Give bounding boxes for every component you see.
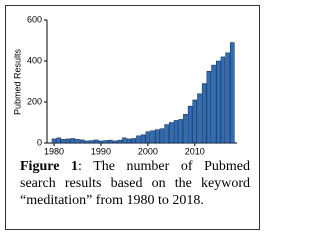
figure-border	[5, 5, 260, 230]
y-tick-label: 600	[27, 14, 42, 24]
bar	[211, 64, 216, 144]
bar	[173, 120, 179, 144]
bar	[126, 138, 132, 144]
bar	[61, 139, 66, 144]
x-tick-label: 1980	[44, 146, 64, 156]
bar	[65, 138, 71, 144]
bar	[230, 42, 235, 144]
x-tick-label: 2010	[185, 146, 205, 156]
bar	[103, 140, 108, 144]
y-tick-label: 0	[37, 137, 42, 147]
chart: Pubmed Results 0 200 400 600 1980 1990 2000 201…	[12, 14, 237, 156]
bar	[84, 140, 90, 144]
caption-line: search results based on the keyword	[20, 176, 250, 191]
x-tick-label: 2000	[138, 146, 158, 156]
caption-line: Figure 1: The number of Pubmed	[20, 158, 250, 175]
caption-label: Figure 1	[20, 159, 78, 174]
bar	[178, 119, 183, 144]
bar	[108, 139, 113, 144]
bar	[206, 71, 212, 144]
bar	[89, 140, 94, 144]
bar	[215, 60, 221, 144]
x-tick-label: 1990	[91, 146, 111, 156]
bar	[225, 52, 230, 144]
bar	[201, 83, 207, 144]
bar	[94, 139, 99, 144]
y-tick-label: 200	[27, 96, 42, 106]
bar	[187, 105, 193, 144]
bar	[112, 140, 118, 144]
caption-text: : The number of Pubmed	[77, 159, 250, 174]
y-tick-label: 400	[27, 55, 42, 65]
caption-line: “meditation” from 1980 to 2018.	[20, 193, 204, 208]
caption: Figure 1: The number of Pubmed search re…	[20, 158, 250, 209]
bar	[155, 129, 160, 144]
bar	[117, 139, 122, 144]
bar	[164, 124, 169, 144]
bar	[183, 114, 188, 144]
page: Pubmed Results 0 200 400 600 1980 1990 2000 201…	[5, 5, 260, 230]
bar	[159, 128, 165, 144]
bar	[192, 99, 198, 144]
bar	[79, 139, 85, 144]
bar	[131, 138, 137, 144]
bar	[145, 131, 151, 144]
bar	[140, 134, 146, 144]
bar	[75, 139, 80, 144]
bar	[220, 56, 226, 144]
bar	[122, 137, 127, 144]
bar	[70, 138, 76, 144]
bar	[51, 138, 57, 144]
bar	[56, 137, 61, 144]
bar	[197, 93, 202, 144]
y-axis-label: Pubmed Results	[12, 48, 22, 115]
bar	[150, 130, 155, 144]
bar	[136, 135, 141, 144]
bar	[98, 140, 104, 144]
bar	[169, 122, 174, 144]
